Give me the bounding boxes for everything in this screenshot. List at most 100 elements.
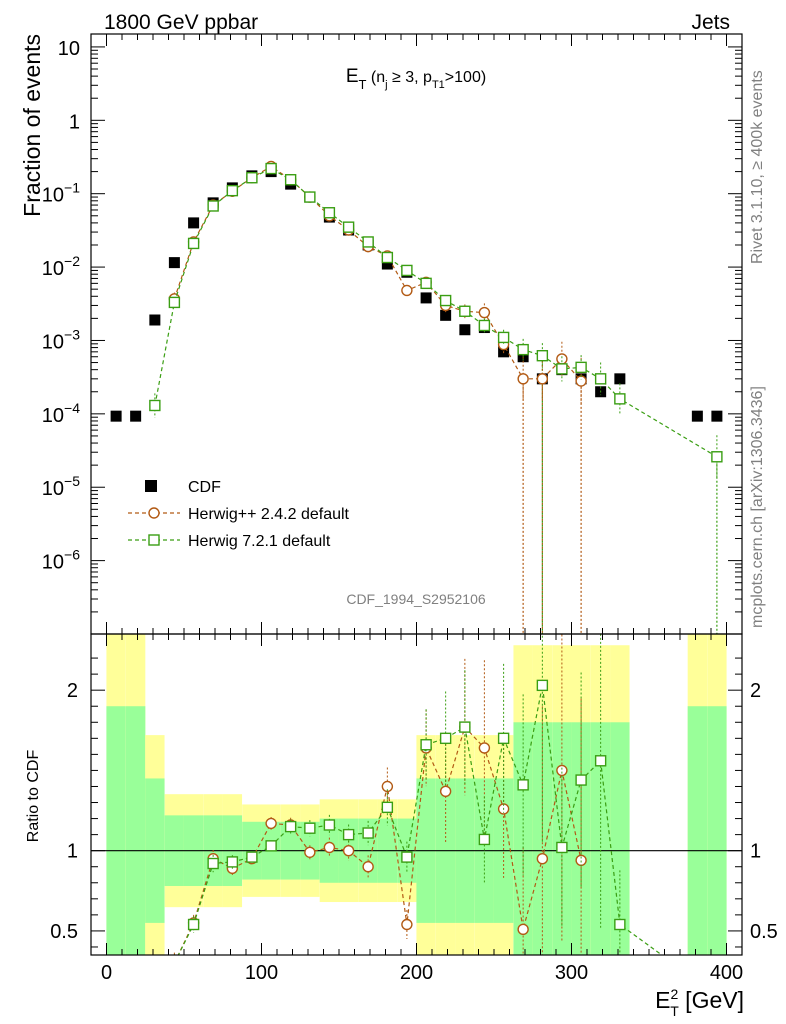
data-point xyxy=(246,172,258,184)
legend-label: Herwig 7.2.1 default xyxy=(188,533,331,550)
data-point xyxy=(207,200,219,212)
cdf-point xyxy=(691,410,703,422)
data-point xyxy=(323,819,336,831)
data-point xyxy=(556,841,568,854)
data-point xyxy=(265,162,277,175)
data-point xyxy=(575,361,587,374)
x-tick-label: 300 xyxy=(555,962,588,984)
data-point xyxy=(517,923,529,936)
data-point xyxy=(187,237,200,250)
cdf-point xyxy=(130,410,142,422)
data-point xyxy=(556,363,568,375)
legend: CDF Herwig++ 2.4.2 default Herwig 7.2.1 de… xyxy=(128,479,350,550)
data-point xyxy=(536,679,549,692)
cdf-point xyxy=(381,258,393,270)
data-point xyxy=(150,995,160,1005)
plot-title: ET (nj ≥ 3, pT1>100) xyxy=(346,66,486,92)
series-line xyxy=(154,167,718,458)
data-point xyxy=(169,958,179,968)
data-point xyxy=(594,755,607,767)
data-point xyxy=(459,721,471,733)
cdf-point xyxy=(440,309,452,321)
data-point xyxy=(304,846,316,858)
cdf-point xyxy=(149,314,161,326)
data-point xyxy=(362,861,374,873)
header-right: Jets xyxy=(691,11,730,34)
data-point xyxy=(381,780,394,793)
cdf-point xyxy=(711,410,723,422)
data-point xyxy=(614,393,626,405)
y-tick-label: 10 xyxy=(58,38,80,60)
series-line xyxy=(173,165,582,382)
ratio-band-stat xyxy=(687,706,708,955)
data-point xyxy=(536,853,549,865)
data-point xyxy=(226,856,239,868)
data-point xyxy=(497,732,510,745)
data-point xyxy=(594,373,607,385)
data-point xyxy=(420,739,432,751)
data-point xyxy=(169,958,179,968)
data-point xyxy=(497,331,510,344)
x-tick-label: 400 xyxy=(710,962,743,984)
data-point xyxy=(536,373,549,385)
data-point xyxy=(207,857,219,870)
data-point xyxy=(246,851,258,863)
ratio-tick-label: 0.5 xyxy=(50,921,78,943)
legend-marker xyxy=(145,480,157,492)
ratio-y-axis-label: Ratio to CDF xyxy=(25,750,42,843)
data-point xyxy=(536,349,549,362)
ratio-band-stat xyxy=(610,722,630,955)
y-tick-label: 10−5 xyxy=(42,473,80,500)
y-tick-label: 10−1 xyxy=(42,180,80,207)
ratio-band-stat xyxy=(106,706,126,955)
data-point xyxy=(478,319,491,332)
data-point xyxy=(401,264,413,277)
cdf-point xyxy=(168,257,180,269)
mcplots-label: mcplots.cern.ch [arXiv:1306.3436] xyxy=(749,386,766,628)
data-point xyxy=(556,764,568,777)
legend-label: Herwig++ 2.4.2 default xyxy=(188,506,350,523)
data-point xyxy=(381,251,394,264)
y-tick-label: 10−2 xyxy=(42,253,80,280)
legend-label: CDF xyxy=(188,479,221,496)
data-point xyxy=(614,918,626,931)
data-point xyxy=(342,221,355,233)
data-point xyxy=(517,373,529,385)
data-point xyxy=(517,779,529,791)
data-point xyxy=(478,306,491,319)
data-point xyxy=(575,774,587,786)
data-point xyxy=(323,207,336,219)
data-point xyxy=(459,305,471,317)
data-point xyxy=(401,918,413,931)
cdf-point xyxy=(110,410,122,422)
x-tick-label: 100 xyxy=(245,962,278,984)
data-point xyxy=(439,785,452,797)
data-point xyxy=(420,277,432,290)
cdf-point xyxy=(614,373,626,385)
ratio-tick-label-right: 0.5 xyxy=(750,921,778,943)
y-tick-label: 10−4 xyxy=(42,400,80,427)
data-point xyxy=(342,828,355,841)
ratio-band-stat xyxy=(707,706,727,955)
ratio-tick-label: 1 xyxy=(67,841,78,863)
legend-marker xyxy=(148,534,160,546)
data-point xyxy=(265,817,277,830)
x-tick-label: 0 xyxy=(101,962,112,984)
data-point xyxy=(381,801,394,814)
cdf-point xyxy=(459,324,471,336)
series-line xyxy=(177,725,582,955)
y-axis-label: Fraction of events xyxy=(19,34,45,217)
cdf-point xyxy=(188,217,200,229)
y-tick-label: 10−6 xyxy=(42,547,80,574)
ratio-tick-label-right: 1 xyxy=(750,841,761,863)
data-point xyxy=(575,375,587,387)
data-point xyxy=(284,174,297,186)
ratio-band-stat xyxy=(125,706,146,955)
data-point xyxy=(323,841,336,854)
ratio-tick-label-right: 2 xyxy=(750,680,761,702)
data-point xyxy=(187,918,200,931)
data-point xyxy=(265,840,277,852)
data-point xyxy=(304,191,316,203)
data-point xyxy=(362,236,374,248)
